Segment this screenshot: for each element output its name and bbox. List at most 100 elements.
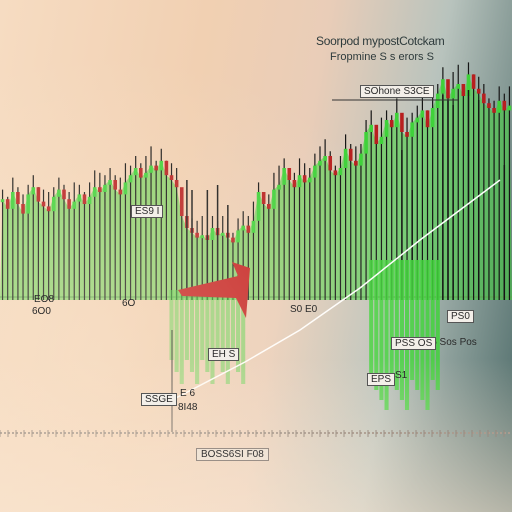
bar-12	[62, 189, 66, 200]
lower-faded-bar	[230, 290, 236, 360]
lower-faded-bar	[184, 290, 189, 360]
bar-5	[26, 194, 30, 214]
bar-17	[87, 196, 92, 204]
bar-63	[323, 156, 327, 161]
bar-78	[400, 112, 404, 132]
bar-34	[174, 180, 179, 188]
bar-24	[123, 182, 128, 195]
bar-72	[369, 124, 373, 132]
bar-87	[446, 79, 450, 99]
bar-14	[72, 201, 77, 209]
lower-faded-bar	[169, 290, 174, 360]
lower-bar	[384, 260, 389, 410]
bar-18	[92, 187, 97, 197]
lower-bar	[420, 260, 425, 400]
bar-86	[441, 79, 445, 94]
lower-faded-bar	[215, 290, 220, 360]
bar-71	[364, 132, 368, 154]
lower-bar	[430, 260, 435, 380]
bar-81	[415, 117, 420, 123]
lower-faded-bar	[174, 290, 179, 372]
bar-95	[487, 103, 491, 108]
bar-57	[292, 180, 297, 188]
bar-84	[430, 108, 435, 128]
bar-46	[236, 230, 240, 243]
bar-93	[476, 88, 481, 94]
lower-bar	[425, 260, 430, 410]
annotation-s0e0: S0 E0	[290, 304, 318, 315]
bar-66	[338, 168, 343, 176]
bar-50	[256, 192, 261, 221]
bar-59	[302, 175, 307, 183]
lower-faded-bar	[205, 290, 210, 372]
bar-28	[144, 172, 148, 178]
bar-4	[21, 204, 25, 214]
bar-58	[297, 175, 302, 188]
lower-bar	[369, 260, 374, 380]
annotation-footer-box: BOSS6SI F08	[196, 448, 269, 461]
bar-54	[277, 184, 281, 190]
bar-41	[210, 228, 215, 240]
lower-faded-bar	[210, 290, 215, 384]
bar-11	[57, 189, 61, 197]
bar-99	[507, 105, 512, 111]
annotation-600: 6O0	[32, 306, 51, 317]
bar-6	[31, 187, 36, 195]
bar-10	[51, 196, 56, 212]
lower-bar	[415, 260, 420, 390]
chart-title: Soorpod mypostCotckam	[316, 34, 445, 48]
bar-56	[287, 168, 292, 180]
lower-bar	[404, 260, 410, 410]
bar-8	[41, 201, 46, 207]
bar-43	[220, 232, 225, 236]
bar-98	[502, 100, 507, 111]
bar-22	[113, 180, 117, 190]
trend-line	[171, 179, 501, 401]
bar-15	[77, 194, 82, 202]
bar-53	[272, 189, 276, 209]
bar-48	[246, 225, 251, 233]
lower-faded-bar	[225, 290, 230, 384]
lower-bar	[410, 260, 415, 380]
bar-73	[374, 124, 379, 144]
bar-90	[461, 84, 466, 96]
bar-62	[318, 160, 322, 166]
bar-61	[313, 165, 317, 178]
annotation-eo8: EO8	[34, 294, 55, 305]
bar-82	[420, 110, 425, 118]
bar-19	[98, 187, 102, 192]
bar-30	[154, 165, 158, 171]
bar-51	[261, 192, 266, 204]
bar-67	[343, 148, 348, 168]
lower-faded-bar	[189, 290, 195, 372]
lower-bar	[374, 260, 379, 390]
bar-52	[267, 204, 271, 209]
bar-45	[231, 237, 235, 243]
bar-76	[389, 120, 394, 128]
bar-23	[118, 189, 123, 195]
bar-70	[359, 153, 363, 166]
bar-68	[348, 148, 353, 161]
bar-92	[471, 74, 476, 89]
bar-49	[251, 220, 256, 233]
bar-83	[425, 110, 430, 128]
bar-21	[108, 180, 112, 185]
bar-94	[482, 93, 486, 104]
annotation-top-box: SOhone S3CE	[360, 85, 434, 98]
bar-20	[103, 184, 107, 192]
bar-85	[435, 93, 440, 108]
bar-33	[169, 175, 174, 180]
bar-91	[466, 74, 471, 96]
annotation-e6: E 6	[180, 388, 196, 399]
bar-89	[456, 84, 461, 89]
bar-39	[200, 235, 205, 239]
lower-bar	[394, 260, 399, 390]
bar-96	[492, 108, 496, 113]
bar-9	[46, 206, 51, 212]
bar-65	[333, 170, 338, 176]
annotation-mid-box: EH S	[208, 348, 240, 361]
bar-38	[195, 232, 199, 238]
bar-13	[67, 199, 71, 209]
